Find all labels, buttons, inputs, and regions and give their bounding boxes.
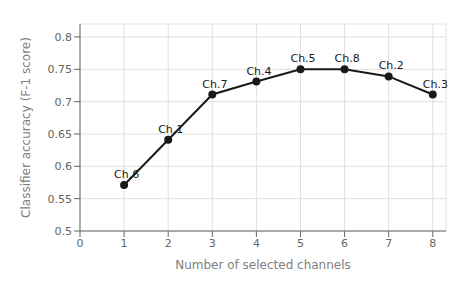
svg-text:Classifier accuracy (F-1 score: Classifier accuracy (F-1 score) — [19, 37, 33, 218]
svg-text:Ch.4: Ch.4 — [246, 65, 271, 78]
svg-text:0.75: 0.75 — [48, 63, 73, 76]
svg-text:4: 4 — [253, 237, 260, 250]
svg-text:0.55: 0.55 — [48, 193, 73, 206]
svg-text:0.6: 0.6 — [55, 160, 73, 173]
svg-text:Ch.1: Ch.1 — [158, 123, 183, 136]
svg-text:Number of selected channels: Number of selected channels — [175, 258, 351, 272]
svg-text:7: 7 — [385, 237, 392, 250]
svg-text:0.5: 0.5 — [55, 225, 73, 238]
svg-text:Ch.7: Ch.7 — [202, 78, 227, 91]
svg-text:Ch.3: Ch.3 — [423, 78, 448, 91]
svg-text:6: 6 — [341, 237, 348, 250]
svg-text:1: 1 — [121, 237, 128, 250]
svg-text:0.8: 0.8 — [55, 31, 73, 44]
svg-text:Ch.2: Ch.2 — [379, 59, 404, 72]
svg-text:3: 3 — [209, 237, 216, 250]
svg-text:Ch.6: Ch.6 — [114, 168, 139, 181]
svg-text:Ch.5: Ch.5 — [290, 52, 315, 65]
svg-text:0: 0 — [77, 237, 84, 250]
svg-text:0.65: 0.65 — [48, 128, 73, 141]
svg-text:0.7: 0.7 — [55, 96, 73, 109]
svg-text:Ch.8: Ch.8 — [335, 52, 360, 65]
svg-text:5: 5 — [297, 237, 304, 250]
svg-text:2: 2 — [165, 237, 172, 250]
svg-text:8: 8 — [429, 237, 436, 250]
